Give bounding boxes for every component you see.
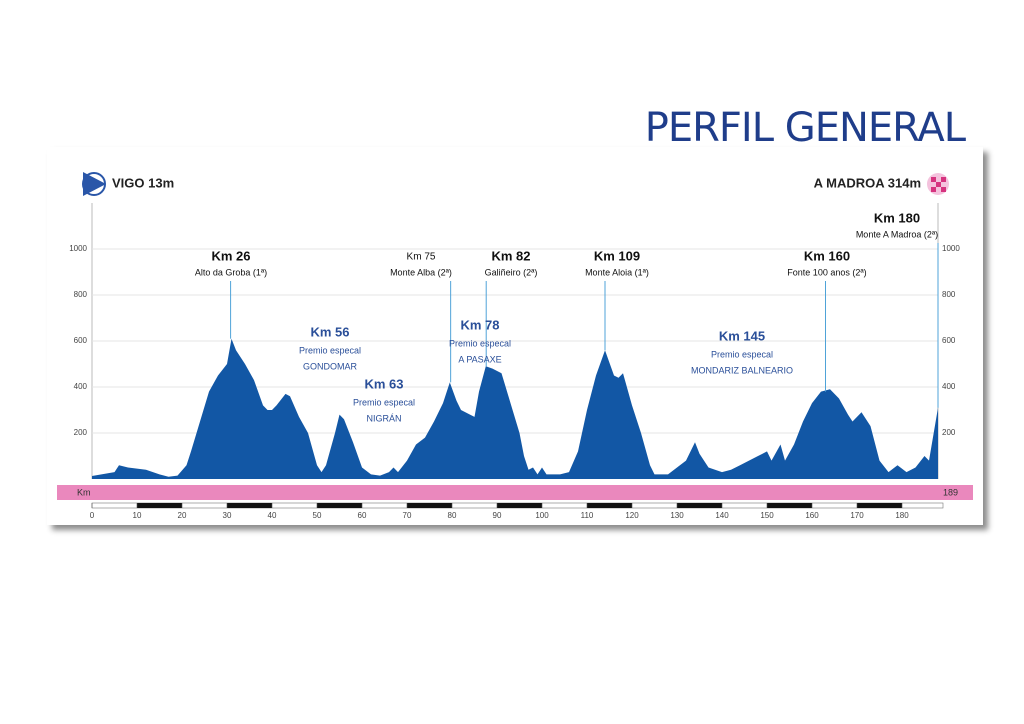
y-tick-label-right: 800 xyxy=(942,290,956,299)
y-tick-label-right: 200 xyxy=(942,428,956,437)
x-tick-label: 110 xyxy=(581,511,594,520)
special-label: Km 56 xyxy=(310,324,349,339)
km-scale-segment xyxy=(767,503,812,508)
x-tick-label: 10 xyxy=(133,511,142,520)
y-tick-label: 800 xyxy=(74,290,88,299)
x-tick-label: 40 xyxy=(268,511,277,520)
x-tick-label: 0 xyxy=(90,511,95,520)
y-tick-label-right: 400 xyxy=(942,382,956,391)
km-scale-segment xyxy=(407,503,452,508)
km-scale-segment xyxy=(137,503,182,508)
chart-title: PERFIL GENERAL xyxy=(645,105,967,151)
distance-bar xyxy=(57,485,973,500)
x-tick-label: 130 xyxy=(670,511,684,520)
annotation-label: Km 26 xyxy=(211,248,250,263)
special-place: MONDARIZ BALNEARIO xyxy=(691,365,793,375)
special-place: A PASAXE xyxy=(458,354,501,364)
special-text: Premio especal xyxy=(711,349,773,359)
annotation-text: Monte A Madroa (2ª) xyxy=(856,229,938,239)
start-label: VIGO 13m xyxy=(112,175,174,190)
x-tick-label: 30 xyxy=(223,511,232,520)
finish-label: A MADROA 314m xyxy=(814,175,921,190)
x-tick-label: 180 xyxy=(895,511,909,520)
y-tick-label: 600 xyxy=(74,336,88,345)
y-tick-label: 1000 xyxy=(69,244,87,253)
special-label: Km 78 xyxy=(460,317,499,332)
x-tick-label: 20 xyxy=(178,511,187,520)
annotation-text: Galiñeiro (2ª) xyxy=(485,267,538,277)
x-tick-label: 160 xyxy=(805,511,819,520)
x-tick-label: 60 xyxy=(358,511,367,520)
x-tick-label: 140 xyxy=(715,511,729,520)
distance-axis-label: Km xyxy=(77,487,91,497)
start-icon xyxy=(83,172,106,196)
annotation-label: Km 75 xyxy=(407,252,436,263)
km-scale-segment xyxy=(227,503,272,508)
special-place: NIGRÁN xyxy=(366,413,401,423)
km-scale-segment xyxy=(497,503,542,508)
finish-icon xyxy=(927,173,949,195)
km-scale-segment xyxy=(677,503,722,508)
annotation-text: Alto da Groba (1ª) xyxy=(195,267,267,277)
annotation-text: Monte Aloia (1ª) xyxy=(585,267,649,277)
special-text: Premio especal xyxy=(299,345,361,355)
x-tick-label: 170 xyxy=(850,511,864,520)
annotation-label: Km 160 xyxy=(804,248,850,263)
y-tick-label-right: 600 xyxy=(942,336,956,345)
annotation-label: Km 109 xyxy=(594,248,640,263)
x-tick-label: 90 xyxy=(493,511,502,520)
special-text: Premio especal xyxy=(449,338,511,348)
special-label: Km 63 xyxy=(364,376,403,391)
special-text: Premio especal xyxy=(353,397,415,407)
x-tick-label: 150 xyxy=(760,511,774,520)
y-tick-label: 400 xyxy=(74,382,88,391)
annotation-label: Km 82 xyxy=(491,248,530,263)
x-tick-label: 120 xyxy=(625,511,639,520)
special-place: GONDOMAR xyxy=(303,361,358,371)
x-tick-label: 70 xyxy=(403,511,412,520)
special-label: Km 145 xyxy=(719,328,765,343)
y-tick-label-right: 1000 xyxy=(942,244,960,253)
start-icon-ring xyxy=(82,172,106,196)
x-tick-label: 50 xyxy=(313,511,322,520)
elevation-area xyxy=(92,338,938,479)
km-scale-segment xyxy=(587,503,632,508)
annotation-text: Monte Alba (2ª) xyxy=(390,267,452,277)
y-tick-label: 200 xyxy=(74,428,88,437)
x-tick-label: 80 xyxy=(448,511,457,520)
annotation-text: Fonte 100 anos (2ª) xyxy=(787,267,866,277)
km-scale-segment xyxy=(317,503,362,508)
x-tick-label: 100 xyxy=(535,511,549,520)
total-distance: 189 xyxy=(943,487,958,497)
annotation-label: Km 180 xyxy=(874,210,920,225)
km-scale-segment xyxy=(857,503,902,508)
